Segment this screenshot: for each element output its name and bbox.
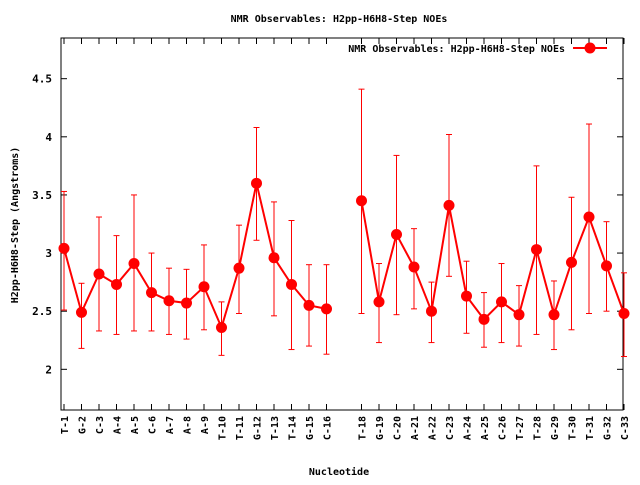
data-point [268, 252, 280, 264]
data-point [286, 278, 297, 290]
data-point [618, 308, 630, 320]
x-tick-label: T-1 [60, 416, 71, 434]
y-tick-label: 2.5 [32, 305, 52, 318]
series-segment [63, 183, 327, 331]
data-point [583, 211, 595, 223]
data-point [408, 261, 420, 273]
legend-marker [584, 42, 596, 54]
x-tick-label: A-5 [130, 416, 141, 434]
x-tick-label: A-7 [165, 416, 176, 434]
y-tick-label: 2 [45, 363, 52, 376]
y-tick-label: 3 [45, 247, 52, 260]
x-tick-label: C-23 [445, 416, 456, 440]
data-point [391, 228, 402, 240]
x-axis-label: Nucleotide [309, 466, 369, 478]
data-point [111, 278, 122, 290]
data-point [356, 195, 367, 207]
data-point [163, 295, 175, 307]
data-point [426, 305, 437, 317]
data-point [58, 242, 70, 254]
plot-frame [60, 37, 624, 411]
x-tick-label: C-20 [393, 416, 404, 440]
x-tick-label: T-31 [585, 416, 596, 440]
x-tick-label: T-18 [358, 416, 369, 440]
data-point [233, 262, 245, 274]
x-tick-label: A-24 [463, 416, 474, 440]
x-tick-label: G-29 [550, 416, 561, 440]
x-axis: T-1 G-2 C-3 A-4 A-5 C-6 A-7 A-8 A-9 T-10 T-11 G-12 T… [60, 38, 631, 440]
x-tick-label: G-19 [375, 416, 386, 440]
x-tick-label: G-2 [78, 416, 89, 434]
x-tick-label: T-27 [515, 416, 526, 440]
x-tick-label: T-28 [533, 416, 544, 440]
data-point [76, 306, 87, 318]
x-tick-label: A-25 [480, 416, 491, 440]
series-segment [360, 200, 625, 321]
x-tick-label: G-15 [305, 416, 316, 440]
x-tick-label: A-9 [200, 416, 211, 434]
data-point [443, 199, 455, 211]
x-tick-label: A-22 [428, 416, 439, 440]
y-tick-label: 4.5 [32, 73, 52, 86]
x-tick-label: G-32 [603, 416, 614, 440]
data-point [373, 296, 385, 308]
data-point [478, 313, 490, 325]
data-point [303, 299, 315, 311]
legend: NMR Observables: H2pp-H6H8-Step NOEs [348, 42, 607, 55]
x-tick-label: A-21 [410, 416, 421, 440]
x-tick-label: C-6 [148, 416, 159, 434]
x-tick-label: T-10 [218, 416, 229, 440]
data-point [601, 260, 612, 272]
data-points [58, 177, 630, 333]
data-point [566, 256, 577, 268]
chart-title: NMR Observables: H2pp-H6H8-Step NOEs [231, 14, 448, 25]
y-axis-label: H2pp-H6H8-Step (Angstroms) [10, 147, 21, 304]
x-tick-label: T-30 [568, 416, 579, 440]
data-point [531, 244, 542, 256]
y-tick-label: 3.5 [32, 189, 52, 202]
y-tick-label: 4 [45, 131, 52, 144]
x-tick-label: C-3 [95, 416, 106, 434]
x-tick-label: T-14 [288, 416, 299, 440]
x-tick-label: A-8 [183, 416, 194, 434]
data-point [198, 281, 210, 293]
x-tick-label: T-13 [270, 416, 281, 440]
error-bars [61, 88, 627, 358]
data-point [496, 296, 507, 308]
data-point [251, 177, 262, 189]
series-line [63, 183, 625, 331]
x-tick-label: C-33 [620, 416, 631, 440]
data-point [93, 268, 105, 280]
data-point [146, 287, 157, 299]
x-tick-label: C-26 [498, 416, 509, 440]
data-point [181, 297, 192, 309]
data-point [548, 309, 560, 321]
data-point [216, 321, 227, 333]
x-tick-label: T-11 [235, 416, 246, 440]
data-point [128, 258, 140, 270]
data-point [321, 303, 332, 315]
legend-label: NMR Observables: H2pp-H6H8-Step NOEs [348, 44, 565, 55]
data-point [461, 290, 472, 302]
x-tick-label: G-12 [253, 416, 264, 440]
x-tick-label: C-16 [323, 416, 334, 440]
y-axis: 2 2.5 3 3.5 4 4.5 [32, 73, 623, 376]
x-tick-label: A-4 [113, 416, 124, 434]
data-point [513, 309, 525, 321]
